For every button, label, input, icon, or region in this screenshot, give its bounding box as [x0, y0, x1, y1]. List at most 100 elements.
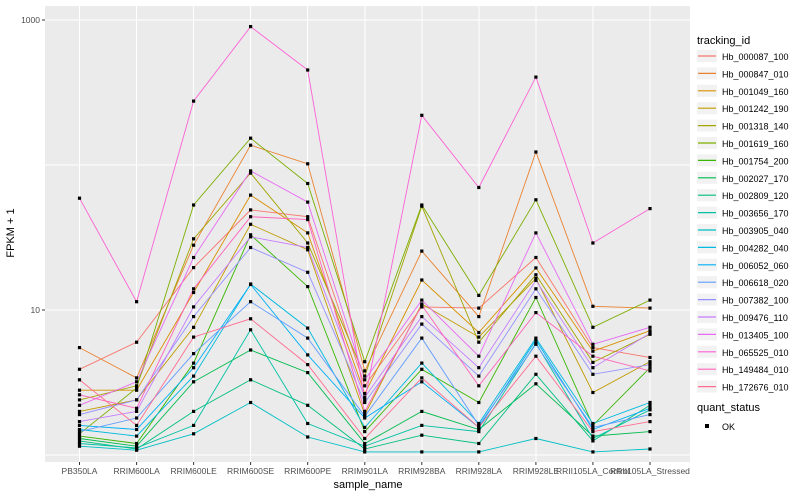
data-point [249, 136, 253, 140]
data-point [591, 354, 595, 358]
data-point [192, 361, 196, 365]
data-point [306, 435, 310, 439]
data-point [306, 215, 310, 219]
data-point [363, 447, 367, 451]
data-point [306, 245, 310, 250]
data-point [420, 113, 424, 117]
data-point [648, 207, 652, 211]
x-tick-label: PB350LA [62, 466, 98, 476]
data-point [192, 423, 196, 427]
data-point [306, 421, 310, 426]
data-point [363, 441, 367, 446]
legend-label: Hb_001318_140 [722, 122, 789, 132]
data-point [135, 406, 139, 410]
data-point [648, 360, 652, 364]
data-point [363, 409, 367, 413]
data-point [477, 374, 481, 378]
legend-label: Hb_065525_010 [722, 348, 789, 358]
data-point [249, 348, 253, 352]
data-point [534, 231, 538, 235]
data-point [192, 352, 196, 356]
data-point [363, 450, 367, 454]
data-point [249, 400, 253, 405]
data-point [192, 203, 196, 207]
data-point [192, 287, 196, 291]
legend-label: OK [722, 422, 735, 432]
x-tick-label: RRIM901LA [342, 466, 389, 476]
data-point [648, 447, 652, 451]
data-point [534, 255, 538, 260]
data-point [534, 372, 538, 376]
data-point [477, 340, 481, 344]
x-tick-label: RRII105LA_Stressed [610, 466, 690, 476]
legend-label: Hb_006052_060 [722, 261, 789, 271]
data-point [77, 434, 82, 438]
data-point [363, 430, 367, 434]
data-point [477, 185, 481, 190]
data-point [591, 390, 595, 395]
data-point [648, 306, 652, 310]
data-point [534, 75, 538, 79]
data-point [591, 425, 595, 429]
data-point [135, 444, 139, 448]
x-tick-label: RRIM600SE [227, 466, 275, 476]
data-point [135, 446, 139, 450]
data-point [591, 304, 595, 308]
data-point [363, 392, 367, 396]
data-point [420, 336, 424, 340]
data-point [135, 340, 139, 344]
data-point [363, 378, 367, 382]
data-point [192, 325, 196, 329]
data-point [477, 354, 481, 358]
x-tick-label: RRIM928LA [456, 466, 503, 476]
data-point [534, 278, 538, 282]
legend-label: Hb_009476_110 [722, 313, 788, 323]
data-point [135, 380, 139, 384]
data-point [249, 193, 253, 197]
data-point [249, 233, 253, 237]
data-point [420, 450, 424, 454]
data-point [591, 342, 595, 346]
data-point [477, 330, 481, 335]
data-point [648, 366, 652, 370]
data-point [534, 287, 538, 291]
data-point [77, 393, 82, 397]
x-tick-label: RRIM600LE [170, 466, 217, 476]
data-point [591, 439, 595, 443]
data-point [192, 366, 196, 370]
data-point [135, 386, 139, 390]
data-point [534, 342, 538, 346]
data-point [135, 388, 139, 392]
data-point [192, 335, 196, 339]
data-point [648, 403, 652, 407]
legend-label: Hb_004282_040 [722, 243, 789, 253]
data-point [591, 450, 595, 454]
x-tick-label: RRII105LA_Control [556, 466, 630, 476]
data-point [648, 325, 652, 329]
data-point [135, 409, 139, 413]
data-point [135, 300, 139, 304]
data-point [534, 436, 538, 441]
legend-label: Hb_001242_190 [722, 104, 789, 114]
x-axis-title: sample_name [333, 479, 402, 491]
data-point [420, 298, 424, 302]
data-point [77, 398, 82, 402]
data-point [420, 278, 424, 282]
data-point [192, 290, 196, 295]
data-point [135, 427, 139, 432]
data-point [363, 384, 367, 388]
data-point [306, 403, 310, 407]
legend-label: Hb_002809_120 [722, 191, 789, 201]
data-point [249, 171, 253, 175]
data-point [249, 208, 253, 212]
legend-label: Hb_172676_010 [722, 383, 789, 393]
data-point [192, 243, 196, 247]
data-point [135, 416, 139, 420]
data-point [306, 285, 310, 289]
x-tick-label: RRIM928LE [513, 466, 560, 476]
data-point [477, 366, 481, 370]
data-point [363, 414, 367, 418]
data-point [363, 436, 367, 441]
data-point [477, 441, 481, 446]
data-point [192, 380, 196, 384]
